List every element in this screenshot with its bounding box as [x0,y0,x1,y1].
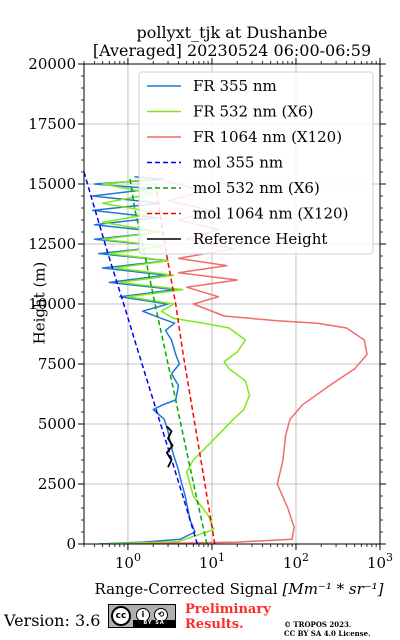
y-tick-label: 0 [66,535,76,553]
x-tick-label: 103 [367,551,393,572]
series-line-3 [84,171,199,544]
series-line-4 [128,176,208,544]
y-tick-label: 12500 [28,235,76,253]
x-tick-label: 100 [115,551,141,572]
series-line-6 [165,425,174,468]
preliminary-results-note: Preliminary Results. [185,602,271,632]
x-tick-label: 102 [283,551,309,572]
y-tick-label: 7500 [38,355,76,373]
copyright-note: © TROPOS 2023. CC BY SA 4.0 License. [284,620,371,638]
copyright-line1: © TROPOS 2023. [284,620,352,629]
legend-label-5: mol 1064 nm (X120) [193,205,348,223]
y-tick-label: 15000 [28,175,76,193]
chart-title-line1: pollyxt_tjk at Dushanbe [136,23,328,42]
legend: FR 355 nm FR 532 nm (X6) FR 1064 nm (X120)… [138,71,374,255]
legend-box [138,71,374,255]
x-axis-label-unit: [Mm⁻¹ * sr⁻¹] [282,580,384,598]
legend-label-2: FR 1064 nm (X120) [193,128,342,146]
legend-label-6: Reference Height [193,230,327,248]
cc-license-badge: cc i ⟲ BY SA [108,604,176,628]
preliminary-line1: Preliminary [185,602,271,617]
x-axis-label-main: Range-Corrected Signal [94,580,283,598]
preliminary-line2: Results. [185,617,244,632]
legend-label-0: FR 355 nm [193,77,277,95]
y-tick-label: 20000 [28,55,76,73]
legend-label-3: mol 355 nm [193,154,283,172]
x-tick-label: 101 [199,551,225,572]
legend-label-1: FR 532 nm (X6) [193,103,313,121]
copyright-line2: CC BY SA 4.0 License. [284,629,371,638]
x-axis-label: Range-Corrected Signal [Mm⁻¹ * sr⁻¹] [84,580,394,598]
y-tick-label: 10000 [28,295,76,313]
cc-strip: BY SA [133,620,175,627]
version-text: Version: 3.6 [4,611,101,630]
chart-title-line2: [Averaged] 20230524 06:00-06:59 [92,41,372,60]
y-tick-label: 5000 [38,415,76,433]
y-tick-label: 2500 [38,475,76,493]
legend-label-4: mol 532 nm (X6) [193,179,320,197]
y-tick-label: 17500 [28,115,76,133]
axis-ticks: 0 2500 5000 7500 10000 12500 15000 17500 20000 10… [28,55,393,572]
cc-logo-icon: cc [111,606,131,626]
y-axis-label: Height (m) [30,261,49,345]
